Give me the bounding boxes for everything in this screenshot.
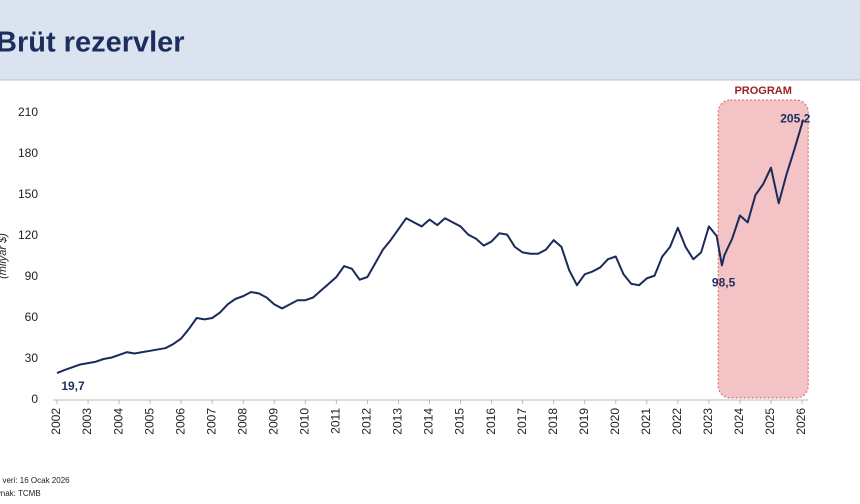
x-tick-label: 2019 bbox=[577, 408, 591, 435]
value-label: 19,7 bbox=[61, 379, 85, 393]
x-tick-label: 2016 bbox=[484, 408, 498, 435]
value-label: 205,2 bbox=[780, 112, 810, 126]
x-tick-label: 2025 bbox=[763, 408, 777, 435]
source-note: Son veri: 16 Ocak 2026 bbox=[0, 476, 70, 485]
y-tick-label: 210 bbox=[18, 105, 38, 119]
header-band bbox=[0, 0, 860, 80]
x-tick-label: 2017 bbox=[515, 408, 529, 435]
program-region bbox=[717, 99, 809, 399]
y-tick-label: 30 bbox=[25, 351, 39, 365]
x-tick-label: 2026 bbox=[794, 408, 808, 435]
y-tick-label: 150 bbox=[18, 187, 38, 201]
x-tick-label: 2013 bbox=[391, 408, 405, 435]
x-tick-label: 2008 bbox=[235, 408, 249, 435]
value-label: 98,5 bbox=[712, 276, 736, 290]
source-note: Kaynak: TCMB bbox=[0, 489, 41, 498]
y-tick-label: 0 bbox=[31, 392, 38, 406]
x-tick-label: 2014 bbox=[422, 408, 436, 435]
program-label: PROGRAM bbox=[734, 85, 791, 97]
chart-title: Brüt rezervler bbox=[0, 27, 185, 59]
x-tick-label: 2010 bbox=[298, 408, 312, 435]
x-tick-label: 2011 bbox=[329, 408, 343, 434]
y-axis-label: (milyar $) bbox=[0, 233, 9, 279]
x-tick-label: 2024 bbox=[732, 408, 746, 435]
y-tick-label: 90 bbox=[25, 269, 39, 283]
x-tick-label: 2002 bbox=[49, 408, 63, 435]
series-line bbox=[56, 119, 805, 375]
x-tick-label: 2021 bbox=[639, 408, 653, 435]
x-tick-label: 2003 bbox=[80, 408, 94, 435]
x-tick-label: 2018 bbox=[546, 408, 560, 435]
x-tick-label: 2007 bbox=[204, 408, 218, 435]
x-tick-label: 2015 bbox=[453, 408, 467, 435]
x-tick-label: 2020 bbox=[608, 408, 622, 435]
x-tick-label: 2005 bbox=[142, 408, 156, 435]
x-tick-label: 2022 bbox=[670, 408, 684, 435]
x-tick-label: 2004 bbox=[111, 408, 125, 435]
x-tick-label: 2012 bbox=[360, 408, 374, 435]
x-tick-label: 2006 bbox=[173, 408, 187, 435]
y-tick-label: 60 bbox=[25, 310, 39, 324]
y-tick-label: 180 bbox=[18, 146, 38, 160]
x-tick-label: 2023 bbox=[701, 408, 715, 435]
x-tick-label: 2009 bbox=[266, 408, 280, 435]
y-tick-label: 120 bbox=[18, 228, 38, 242]
